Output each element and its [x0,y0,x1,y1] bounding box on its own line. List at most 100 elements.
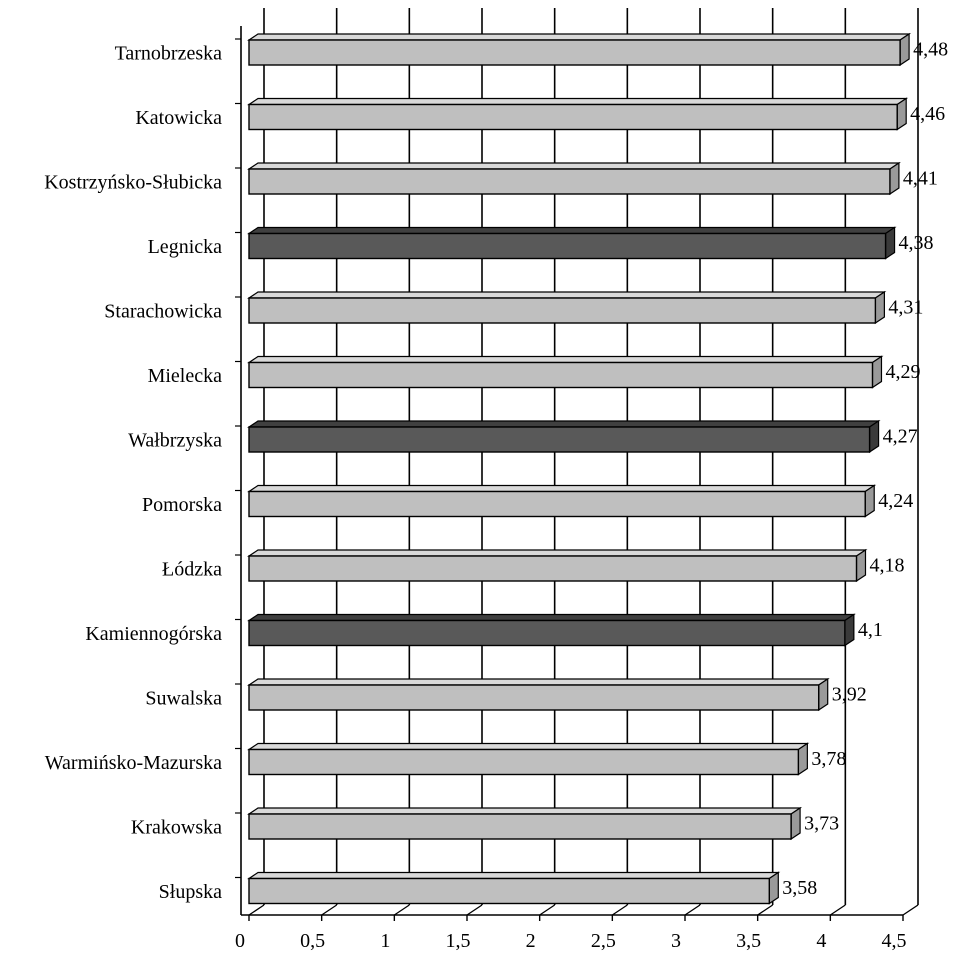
bar-top-face [247,226,897,235]
bar [247,548,868,583]
bar-front-face [248,168,891,195]
data-label: 4,24 [878,490,913,512]
bar-side-face [899,32,910,67]
bar-front-face [248,103,898,131]
bar-front-face [248,297,877,324]
bar [247,355,884,389]
bar [247,161,901,196]
floor-gridline [829,904,846,916]
category-label: Kamiennogórska [85,623,222,645]
x-tick-label: 3,5 [736,930,761,952]
bar-side-face [871,355,883,389]
bar-side-face [889,161,900,196]
data-label: 4,38 [899,232,934,254]
bar-top-face [247,291,887,299]
bar-side-face [818,677,829,712]
bar-top-face [247,613,856,622]
bar-front-face [248,619,846,647]
bar-front-face [248,555,858,582]
bar-front-face [248,232,887,260]
bar-side-face [790,806,801,841]
floor-gridline [321,904,338,916]
bar-front-face [248,684,820,711]
bar-top-face [247,33,912,41]
bar-side-face [868,419,880,454]
bar [247,742,810,776]
bar [247,226,897,260]
category-label: Suwalska [145,688,222,710]
floor-gridline [757,904,774,916]
bar-front-face [248,748,800,776]
gridlines [248,8,919,916]
floor-gridline [393,904,410,916]
bar [247,613,856,647]
x-tick-label: 1,5 [446,930,471,952]
bar-top-face [247,871,781,880]
bar-side-face [768,871,779,905]
bar-front-face [248,490,866,518]
bar-side-face [896,97,907,131]
bar-top-face [247,355,884,364]
bar-side-face [855,548,867,583]
bars [247,32,912,905]
axes [235,26,904,921]
category-label: Starachowicka [104,301,222,323]
category-label: Warmińsko-Mazurska [45,752,222,774]
bar-top-face [247,807,803,815]
bar-side-face [884,226,896,260]
bar [247,419,881,454]
bar-top-face [247,484,877,493]
bar-side-face [864,484,875,518]
category-label: Tarnobrzeska [115,43,223,65]
bar-top-face [247,97,909,106]
bar-front-face [248,361,874,389]
category-label: Wałbrzyska [128,430,222,452]
x-tick-label: 4,5 [882,930,907,952]
bar-side-face [844,613,855,647]
data-label: 4,46 [910,103,945,125]
data-label: 3,73 [804,813,839,835]
bar [247,806,803,841]
bar-side-face [797,742,808,776]
bar-front-face [248,426,871,453]
category-label: Katowicka [135,107,222,129]
category-label: Łódzka [162,559,222,581]
category-label: Kostrzyńsko-Słubicka [44,172,222,194]
labels: 0 0,5 1 1,5 2 2,5 3 3,5 4 4,5 Tarnobrzeska 4,48 Kato… [44,39,948,953]
data-label: 3,78 [811,748,846,770]
data-label: 4,29 [885,361,920,383]
floor-gridline [684,904,701,916]
data-label: 4,31 [888,297,923,319]
floor-gridline [539,904,556,916]
category-label: Pomorska [142,494,222,516]
x-tick-label: 4 [816,930,826,952]
data-label: 4,1 [858,619,883,641]
category-label: Legnicka [148,236,223,258]
data-label: 4,48 [913,39,948,61]
bar [247,32,912,67]
floor-gridline [466,904,483,916]
category-label: Krakowska [131,817,222,839]
data-label: 3,58 [782,877,817,899]
bar-front-face [248,877,770,905]
x-tick-label: 2,5 [591,930,616,952]
data-label: 4,18 [869,555,904,577]
x-tick-label: 1 [380,930,390,952]
category-label: Słupska [159,881,222,903]
floor-gridline [248,904,265,916]
data-label: 4,41 [903,168,938,190]
data-label: 4,27 [883,426,918,448]
data-label: 3,92 [832,684,867,706]
bar [247,97,909,131]
bar-side-face [874,290,885,325]
bar-top-face [247,678,830,686]
x-tick-label: 0 [235,930,245,952]
bar [247,871,781,905]
bar-front-face [248,39,901,66]
x-tick-label: 0,5 [300,930,325,952]
bar [247,677,830,712]
bar-top-face [247,549,868,557]
category-label: Mielecka [148,365,223,387]
